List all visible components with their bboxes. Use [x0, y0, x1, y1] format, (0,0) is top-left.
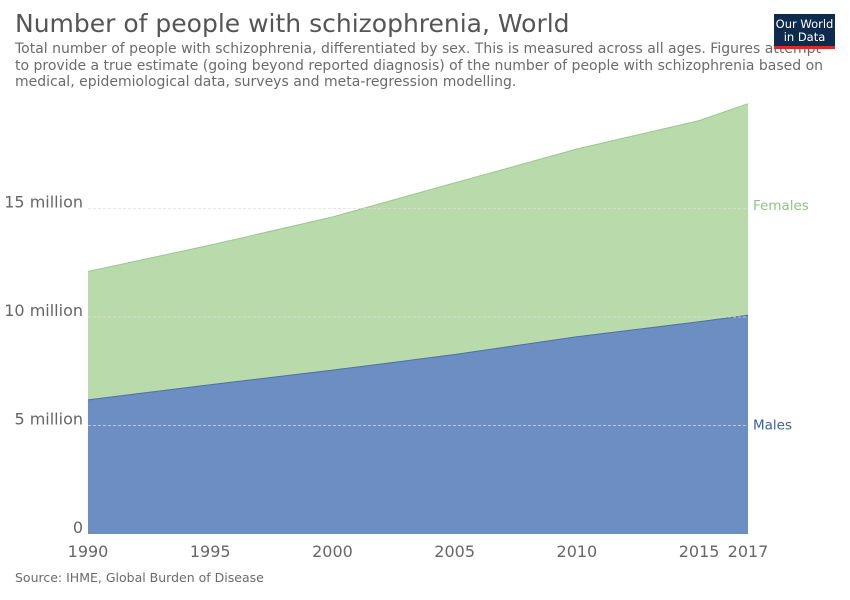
series-label-females: Females: [753, 198, 809, 214]
x-tick-label: 2005: [434, 542, 475, 561]
series-line-females: [87, 103, 749, 272]
logo-line: Our World: [775, 17, 834, 31]
y-tick-label: 15 million: [4, 193, 83, 212]
x-tick-label: 2017: [728, 542, 769, 561]
series-label-males: Males: [753, 418, 792, 434]
y-tick-label: 10 million: [4, 301, 83, 320]
x-tick-label: 2010: [557, 542, 598, 561]
x-tick-label: 2015: [679, 542, 720, 561]
logo-line: in Data: [783, 30, 826, 44]
x-tick-label: 2000: [312, 542, 353, 561]
subtitle-line: Total number of people with schizophreni…: [15, 41, 821, 57]
x-tick-label: 1995: [190, 542, 231, 561]
chart-title: Number of people with schizophrenia, Wor…: [15, 9, 570, 38]
y-tick-label: 5 million: [14, 410, 83, 429]
series-line-males: [87, 314, 749, 401]
y-tick-label: 0: [73, 518, 83, 537]
subtitle-line: to provide a true estimate (going beyond…: [15, 57, 824, 74]
chart-subtitle: Total number of people with schizophreni…: [15, 41, 845, 91]
source-note: Source: IHME, Global Burden of Disease: [15, 570, 264, 585]
x-tick-label: 1990: [68, 542, 109, 561]
owid-logo[interactable]: Our World in Data: [774, 14, 835, 49]
subtitle-line: medical, epidemiological data, surveys a…: [15, 74, 517, 90]
series-area-females: [88, 103, 748, 400]
series-area-males: [88, 315, 748, 534]
